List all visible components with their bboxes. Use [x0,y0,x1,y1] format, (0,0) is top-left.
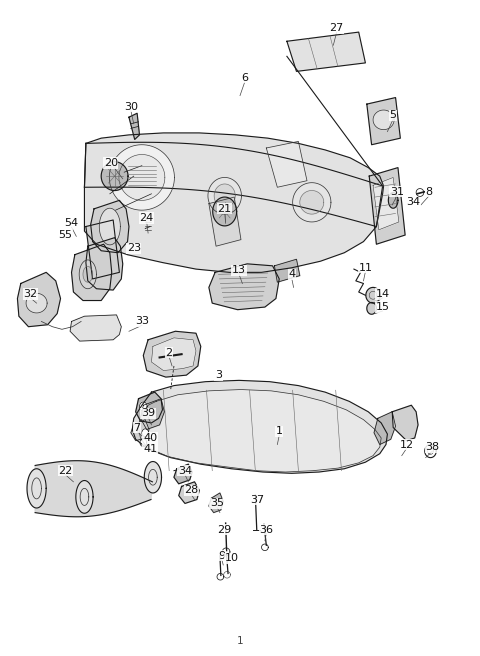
Text: 5: 5 [390,110,396,120]
Text: 6: 6 [241,73,248,83]
Polygon shape [142,429,149,437]
Text: 24: 24 [140,213,154,223]
Polygon shape [136,392,162,423]
Polygon shape [109,145,174,210]
Text: 2: 2 [166,348,173,358]
Polygon shape [27,469,46,508]
Text: 10: 10 [224,554,239,564]
Text: 15: 15 [376,302,390,312]
Polygon shape [144,331,201,377]
Text: 28: 28 [184,485,198,495]
Polygon shape [217,573,224,580]
Polygon shape [369,168,405,244]
Polygon shape [366,287,380,303]
Text: 22: 22 [58,466,72,476]
Polygon shape [222,548,230,556]
Text: 54: 54 [64,218,79,228]
Text: 3: 3 [215,370,222,380]
Polygon shape [72,244,112,300]
Polygon shape [209,197,241,246]
Polygon shape [35,461,153,517]
Polygon shape [266,142,307,187]
Polygon shape [208,177,241,214]
Polygon shape [209,493,223,512]
Polygon shape [293,182,331,222]
Polygon shape [101,162,128,190]
Polygon shape [214,184,235,207]
Polygon shape [373,110,394,130]
Polygon shape [17,272,60,327]
Text: 27: 27 [330,23,344,33]
Polygon shape [132,380,387,474]
Polygon shape [86,237,123,290]
Polygon shape [140,439,147,447]
Text: 11: 11 [359,263,372,273]
Text: 7: 7 [133,422,141,432]
Text: 14: 14 [375,289,390,299]
Polygon shape [300,190,324,214]
Text: 30: 30 [124,102,138,112]
Polygon shape [392,405,418,441]
Text: 37: 37 [250,495,264,504]
Text: 20: 20 [104,158,118,168]
Text: 39: 39 [141,408,155,418]
Text: 35: 35 [210,499,224,508]
Polygon shape [131,420,149,441]
Polygon shape [213,197,237,226]
Polygon shape [119,155,165,200]
Polygon shape [140,402,147,411]
Polygon shape [84,133,384,272]
Text: 33: 33 [135,316,149,327]
Polygon shape [139,390,381,472]
Text: 13: 13 [232,266,246,276]
Polygon shape [141,399,164,430]
Polygon shape [367,98,400,145]
Text: 32: 32 [24,289,37,299]
Text: 21: 21 [217,204,232,214]
Text: 41: 41 [143,444,157,454]
Text: 23: 23 [127,243,141,253]
Text: 8: 8 [425,187,432,197]
Text: 1: 1 [276,426,283,436]
Text: 55: 55 [58,230,72,240]
Polygon shape [129,113,140,140]
Polygon shape [275,259,300,282]
Polygon shape [416,188,424,196]
Polygon shape [174,464,192,483]
Text: 9: 9 [218,551,226,561]
Polygon shape [388,192,398,208]
Polygon shape [179,482,199,503]
Text: 29: 29 [217,525,232,535]
Text: 31: 31 [390,187,404,197]
Polygon shape [152,338,196,371]
Polygon shape [367,302,376,314]
Polygon shape [91,200,129,253]
Text: 1: 1 [237,636,243,646]
Polygon shape [209,264,279,310]
Polygon shape [144,462,161,493]
Polygon shape [99,208,120,245]
Text: 40: 40 [143,433,157,443]
Polygon shape [84,142,383,226]
Polygon shape [26,293,47,313]
Text: 34: 34 [178,466,192,476]
Polygon shape [425,445,436,458]
Text: 36: 36 [259,525,273,535]
Polygon shape [287,32,365,72]
Text: 12: 12 [399,440,414,449]
Polygon shape [79,260,96,289]
Polygon shape [262,544,268,550]
Text: 4: 4 [288,270,295,279]
Polygon shape [76,481,93,513]
Text: 38: 38 [425,442,440,452]
Polygon shape [374,412,396,445]
Polygon shape [373,177,399,230]
Polygon shape [86,220,120,279]
Polygon shape [83,266,93,282]
Polygon shape [70,315,121,341]
Text: 34: 34 [406,197,420,207]
